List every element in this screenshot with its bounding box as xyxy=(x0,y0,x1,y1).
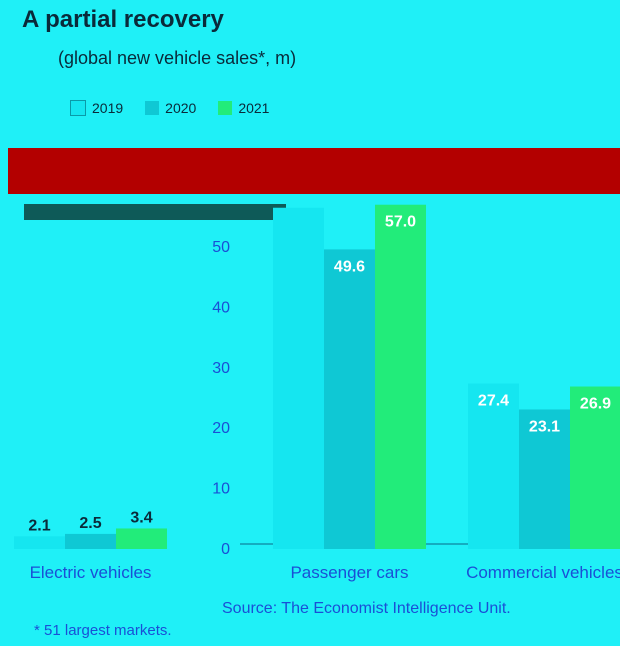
chart-subtitle: (global new vehicle sales*, m) xyxy=(58,48,297,68)
legend-swatch-2019 xyxy=(70,100,86,116)
bar-2020-2 xyxy=(324,249,375,549)
y-tick-label: 0 xyxy=(221,541,230,558)
data-label: 26.9 xyxy=(580,396,611,413)
legend-label-2021: 2021 xyxy=(238,100,270,116)
legend-swatch-2020 xyxy=(145,101,160,115)
y-tick-label: 50 xyxy=(212,239,230,256)
legend-item-2021: 2021 xyxy=(218,100,269,116)
bar-2020-3 xyxy=(519,409,570,549)
y-tick-label: 30 xyxy=(212,360,230,377)
footnote: * 51 largest markets. xyxy=(34,622,172,639)
y-tick-label: 20 xyxy=(212,420,230,437)
source-note: Source: The Economist Intelligence Unit. xyxy=(222,600,511,617)
legend: 2019 2020 2021 xyxy=(70,100,269,116)
bar-2021-2 xyxy=(375,204,426,549)
data-label: 2.5 xyxy=(79,515,101,532)
decorative-rule xyxy=(24,204,286,220)
legend-swatch-2021 xyxy=(218,101,233,115)
chart-title: A partial recovery xyxy=(22,6,224,33)
y-tick-label: 40 xyxy=(212,299,230,316)
bar-2021-1 xyxy=(116,528,167,549)
data-label: 23.1 xyxy=(529,418,560,435)
bar-2021-3 xyxy=(570,386,620,549)
data-label: 57.0 xyxy=(385,214,416,231)
legend-item-2019: 2019 xyxy=(70,100,123,116)
y-tick-label: 10 xyxy=(212,481,230,498)
legend-label-2019: 2019 xyxy=(92,100,124,116)
legend-item-2020: 2020 xyxy=(145,100,196,116)
bar-2019-3 xyxy=(468,383,519,549)
bar-2020-1 xyxy=(65,533,116,549)
data-label: 3.4 xyxy=(130,509,152,526)
category-label: Passenger cars xyxy=(290,563,408,582)
data-label: 2.1 xyxy=(28,517,50,534)
category-label: Electric vehicles xyxy=(30,563,152,582)
data-label: 49.6 xyxy=(334,258,365,275)
bar-2019-1 xyxy=(14,536,65,549)
header-band xyxy=(8,148,620,194)
data-label: 27.4 xyxy=(478,393,509,410)
bar-2019-2 xyxy=(273,207,324,550)
legend-label-2020: 2020 xyxy=(165,100,197,116)
category-label: Commercial vehicles xyxy=(466,563,620,582)
